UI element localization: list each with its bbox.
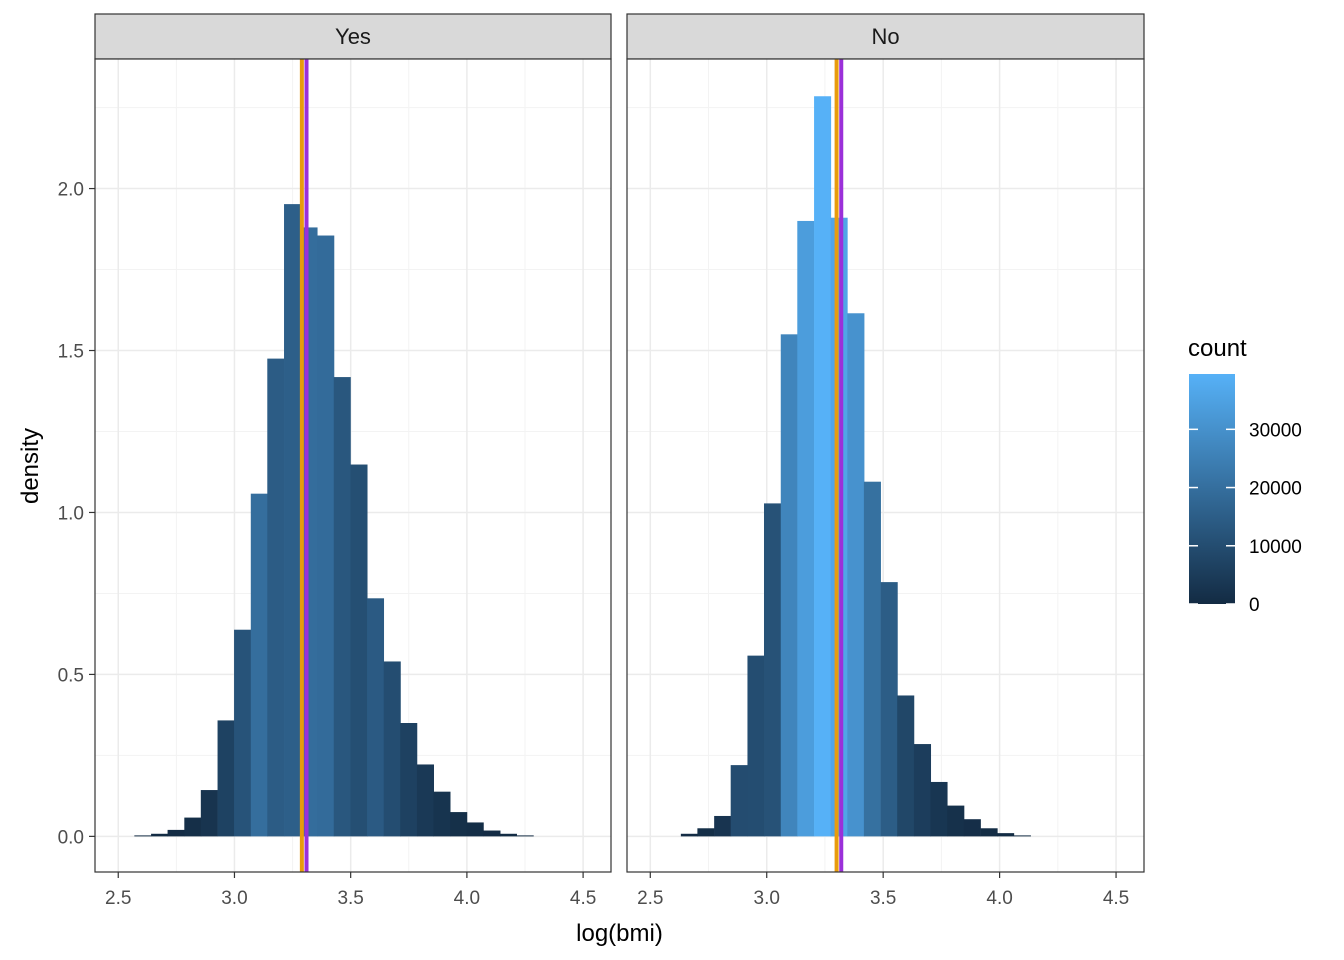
panel-border-no [626, 58, 1145, 873]
x-tick-label: 2.5 [105, 888, 131, 909]
strip-label-no: No [871, 24, 899, 49]
legend-tick-label: 30000 [1249, 420, 1302, 441]
histogram-bar [217, 720, 235, 837]
bars-no [680, 96, 1031, 837]
strip-bg-no [626, 13, 1145, 60]
x-tick-label: 4.0 [986, 888, 1012, 909]
x-tick-label: 4.5 [570, 888, 596, 909]
reflines-yes [299, 59, 309, 872]
panel-border-yes [94, 58, 612, 873]
histogram-bar [980, 828, 998, 837]
histogram-bar [483, 830, 501, 837]
histogram-bar [250, 493, 268, 837]
histogram-bar [913, 744, 932, 837]
histogram-bar [963, 819, 981, 837]
histogram-bar [714, 815, 732, 837]
strip-no: No [626, 13, 1145, 60]
histogram-bar [499, 833, 517, 837]
histogram-bar [516, 835, 534, 837]
histogram-bar [747, 655, 765, 837]
histogram-bar [830, 217, 848, 837]
histogram-bar [134, 835, 152, 837]
histogram-bar [200, 790, 218, 837]
histogram-bar [863, 481, 881, 837]
y-axis: 0.0 0.5 1.0 1.5 2.0 [58, 180, 95, 848]
histogram-bar [1013, 835, 1031, 837]
histogram-bar [416, 764, 434, 837]
x-axis-yes: 2.5 3.0 3.5 4.0 4.5 [105, 872, 596, 909]
y-tick-label: 0.5 [58, 665, 84, 686]
strip-bg-yes [94, 13, 612, 60]
facet-no: No 2.5 3.0 3.5 4.0 4.5 [626, 13, 1145, 909]
histogram-bar [897, 695, 915, 837]
histogram-bar [383, 661, 401, 837]
facet-yes: Yes 2.5 3.0 3.5 4.0 4.5 [94, 13, 612, 909]
histogram-bar [466, 822, 484, 837]
histogram-bar [947, 805, 965, 837]
legend-ticks: 0 10000 20000 30000 [1189, 420, 1302, 616]
histogram-bar [167, 829, 185, 837]
histogram-bar [997, 833, 1015, 837]
x-axis-no: 2.5 3.0 3.5 4.0 4.5 [637, 872, 1129, 909]
histogram-bar [333, 377, 351, 837]
x-tick-label: 3.0 [221, 888, 247, 909]
histogram-bar [433, 791, 451, 837]
legend-tick-label: 20000 [1249, 479, 1302, 500]
x-tick-label: 3.0 [754, 888, 780, 909]
histogram-bar [697, 828, 715, 837]
histogram-bar [797, 220, 815, 837]
histogram-bar [184, 817, 202, 837]
reflines-no [834, 59, 844, 872]
bars-yes [134, 204, 534, 837]
histogram-bar [151, 833, 169, 837]
histogram-bar [847, 313, 865, 837]
histogram-bar [350, 464, 368, 837]
histogram-bar [680, 833, 698, 837]
histogram-bar [763, 503, 782, 837]
y-tick-label: 1.5 [58, 342, 84, 363]
x-tick-label: 4.0 [454, 888, 480, 909]
histogram-bar [880, 582, 898, 837]
legend-title: count [1188, 335, 1247, 362]
histogram-bar [284, 204, 302, 837]
histogram-bar [267, 358, 285, 837]
legend-tick-label: 0 [1249, 595, 1260, 616]
histogram-bar [317, 235, 335, 837]
histogram-bar [234, 629, 252, 837]
histogram-bar [814, 96, 832, 837]
histogram-bar [730, 765, 748, 837]
y-tick-label: 2.0 [58, 180, 84, 201]
strip-yes: Yes [94, 13, 612, 60]
legend: count 0 10000 20000 30000 [1188, 335, 1302, 616]
histogram-bar [367, 598, 385, 837]
x-tick-label: 4.5 [1103, 888, 1129, 909]
y-tick-label: 0.0 [58, 827, 84, 848]
histogram-bar [780, 334, 798, 837]
x-tick-label: 3.5 [870, 888, 896, 909]
legend-tick-label: 10000 [1249, 537, 1302, 558]
legend-colorbar [1189, 374, 1235, 604]
y-tick-label: 1.0 [58, 503, 84, 524]
histogram-bar [400, 723, 418, 837]
histogram-bar [450, 812, 468, 837]
x-tick-label: 3.5 [337, 888, 363, 909]
strip-label-yes: Yes [335, 24, 371, 49]
histogram-bar [930, 781, 948, 837]
x-tick-label: 2.5 [637, 888, 663, 909]
y-axis-title: density [17, 428, 44, 504]
x-axis-title: log(bmi) [576, 920, 663, 947]
